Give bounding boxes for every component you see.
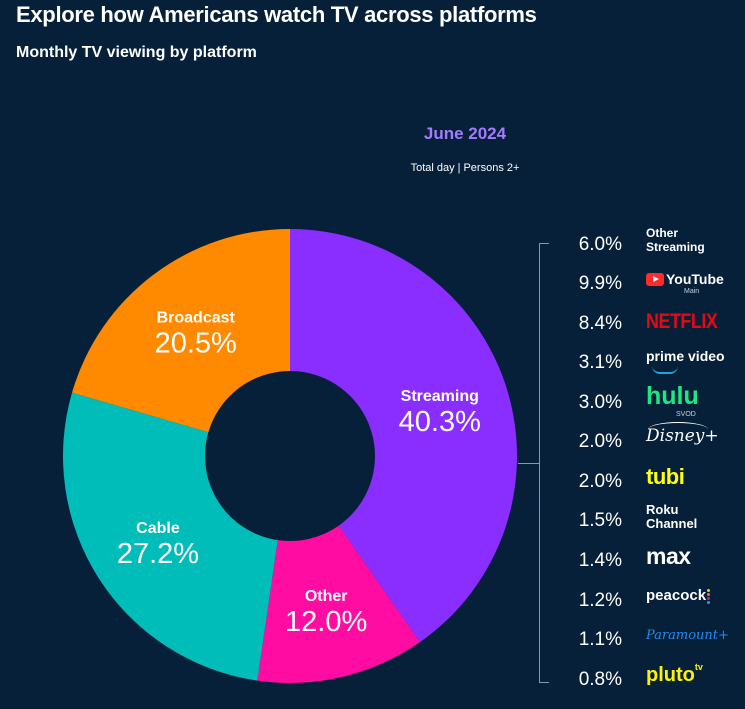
caption-audience: Persons 2+ [463, 162, 520, 174]
caption-separator: | [457, 162, 461, 174]
breakdown-value: 3.1% [578, 352, 622, 373]
breakdown-value: 1.1% [578, 629, 622, 650]
page-subtitle: Monthly TV viewing by platform [16, 44, 257, 61]
disney-arc-icon [648, 422, 708, 437]
slice-broadcast [72, 229, 290, 433]
youtube-logo: YouTube Main [646, 271, 724, 295]
slice-value-streaming: 40.3% [399, 406, 481, 438]
breakdown-value: 9.9% [578, 273, 622, 294]
breakdown-value: 2.0% [578, 431, 622, 452]
peacock-wordmark: peacock [646, 587, 707, 604]
hulu-sub-label: SVOD [676, 411, 696, 418]
breakdown-value: 1.5% [578, 510, 622, 531]
slice-label-cable: Cable [136, 520, 180, 537]
breakdown-value: 6.0% [578, 234, 622, 255]
pluto-wordmark: pluto [646, 664, 695, 686]
streaming-bracket [518, 243, 550, 683]
slice-value-cable: 27.2% [117, 538, 199, 570]
chart-period: June 2024 [423, 124, 507, 143]
pluto-tv-superscript: tv [694, 662, 703, 672]
roku-channel-logo: Roku Channel [646, 502, 698, 531]
caption-daypart: Total day [410, 162, 455, 174]
youtube-wordmark: YouTube [666, 271, 724, 287]
hulu-wordmark: hulu [646, 382, 699, 410]
slice-label-streaming: Streaming [401, 388, 479, 405]
prime-video-logo: prime video [646, 348, 725, 374]
paramount-plus-logo: Paramount+ [646, 628, 729, 643]
youtube-sub-label: Main [684, 288, 700, 295]
slice-label-broadcast: Broadcast [157, 309, 236, 326]
prime-smile-icon [652, 366, 678, 374]
bracket-bottom-tick [540, 682, 549, 683]
other-streaming-label: Other Streaming [646, 226, 705, 254]
breakdown-value: 8.4% [578, 313, 622, 334]
slice-cable [62, 392, 278, 681]
bracket-top-tick [540, 243, 549, 244]
breakdown-value: 3.0% [578, 392, 622, 413]
hulu-logo: hulu SVOD [646, 382, 699, 419]
chart-caption: Total day | Persons 2+ [340, 162, 590, 174]
max-logo: max [646, 543, 691, 569]
youtube-play-icon [646, 272, 664, 286]
page-title: Explore how Americans watch TV across pl… [16, 2, 537, 27]
slice-value-other: 12.0% [285, 606, 367, 638]
breakdown-value: 1.4% [578, 550, 622, 571]
disney-plus-logo: Disney+ [646, 422, 719, 445]
slice-value-broadcast: 20.5% [155, 327, 237, 359]
peacock-dots-icon [707, 589, 711, 605]
prime-video-wordmark: prime video [646, 348, 725, 364]
slice-streaming [290, 229, 517, 643]
breakdown-value: 0.8% [578, 669, 622, 690]
pluto-tv-logo: plutotv [646, 662, 703, 686]
breakdown-value: 1.2% [578, 590, 622, 611]
tubi-logo: tubi [646, 464, 685, 489]
peacock-logo: peacock [646, 587, 711, 605]
netflix-logo: NETFLIX [646, 310, 718, 333]
breakdown-value: 2.0% [578, 471, 622, 492]
slice-label-other: Other [305, 588, 348, 605]
bracket-connector [518, 463, 540, 464]
slice-other [257, 525, 420, 683]
